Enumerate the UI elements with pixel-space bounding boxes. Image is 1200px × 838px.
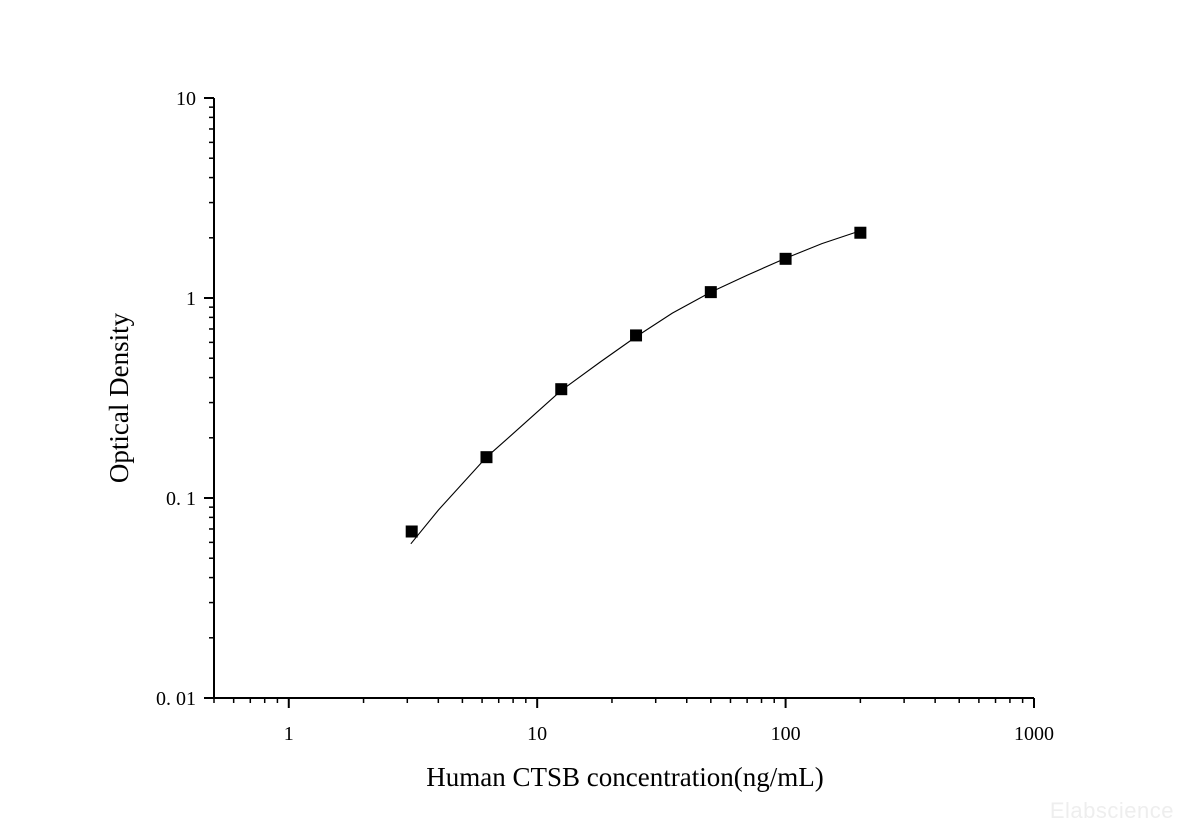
- y-tick-label: 0. 1: [166, 488, 196, 510]
- y-tick-label: 0. 01: [156, 688, 196, 710]
- y-tick-label: 1: [186, 288, 196, 310]
- y-tick-label: 10: [176, 88, 196, 110]
- x-tick-label: 10: [527, 723, 547, 745]
- x-axis-title: Human CTSB concentration(ng/mL): [426, 762, 823, 792]
- major-ticks: [204, 97, 1035, 708]
- y-axis-title: Optical Density: [104, 312, 134, 483]
- minor-ticks: [209, 106, 1024, 703]
- data-point: [854, 226, 867, 239]
- x-tick-labels: 1 10 100 1000: [284, 723, 1054, 745]
- data-point: [555, 383, 568, 396]
- data-point: [480, 451, 493, 464]
- data-point: [405, 525, 418, 538]
- x-tick-label: 100: [771, 723, 801, 745]
- data-points: [405, 226, 867, 538]
- y-tick-labels: 0. 01 0. 1 1 10: [156, 88, 196, 710]
- data-point: [779, 252, 792, 265]
- x-tick-label: 1: [284, 723, 294, 745]
- fit-curve: [410, 230, 861, 545]
- watermark-logo: Elabscience: [1049, 798, 1174, 823]
- x-tick-label: 1000: [1014, 723, 1054, 745]
- data-point: [630, 329, 643, 342]
- data-point: [704, 286, 717, 299]
